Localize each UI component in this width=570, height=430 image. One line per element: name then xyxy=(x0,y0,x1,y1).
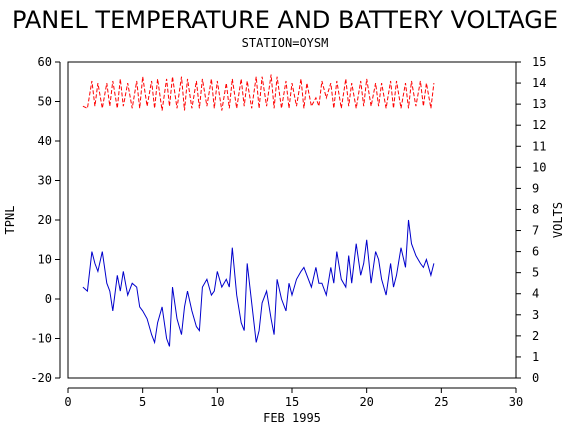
y-tick-label-right: 0 xyxy=(532,371,539,385)
axes-group: 0 5 10 15 20 25 30-20-100102030405060012345678… xyxy=(30,55,546,409)
x-tick-label: 30 xyxy=(509,395,523,409)
y-tick-label-right: 3 xyxy=(532,308,539,322)
series-group xyxy=(82,74,435,347)
series-line-tpnl xyxy=(82,219,435,347)
y-tick-label-left: 60 xyxy=(38,55,52,69)
y-tick-label-right: 8 xyxy=(532,202,539,216)
x-tick-label: 0 xyxy=(64,395,71,409)
y-tick-label-left: 10 xyxy=(38,253,52,267)
y-tick-label-right: 7 xyxy=(532,224,539,238)
y-tick-label-right: 13 xyxy=(532,97,546,111)
y-tick-label-right: 4 xyxy=(532,287,539,301)
x-tick-label: 20 xyxy=(359,395,373,409)
y-tick-label-left: -10 xyxy=(30,332,52,346)
y-tick-label-left: -20 xyxy=(30,371,52,385)
y-tick-label-right: 10 xyxy=(532,160,546,174)
y-tick-label-right: 6 xyxy=(532,245,539,259)
x-tick-label: 25 xyxy=(434,395,448,409)
chart-subtitle: STATION=OYSM xyxy=(242,36,329,50)
x-tick-label: 15 xyxy=(285,395,299,409)
x-tick-label: 5 xyxy=(139,395,146,409)
y-tick-label-right: 12 xyxy=(532,118,546,132)
y-tick-label-right: 2 xyxy=(532,329,539,343)
y-tick-label-left: 0 xyxy=(45,292,52,306)
y-tick-label-left: 40 xyxy=(38,134,52,148)
y-axis-title-left: TPNL xyxy=(3,206,17,235)
y-tick-label-left: 30 xyxy=(38,174,52,188)
y-tick-label-right: 11 xyxy=(532,139,546,153)
y-tick-label-right: 9 xyxy=(532,181,539,195)
x-axis-title: FEB 1995 xyxy=(263,411,321,425)
y-tick-label-right: 1 xyxy=(532,350,539,364)
y-tick-label-left: 50 xyxy=(38,95,52,109)
y-axis-title-right: VOLTS xyxy=(551,202,565,238)
x-tick-label: 10 xyxy=(210,395,224,409)
y-tick-label-right: 14 xyxy=(532,76,546,90)
y-tick-label-left: 20 xyxy=(38,213,52,227)
series-line-volts xyxy=(82,74,435,111)
y-tick-label-right: 15 xyxy=(532,55,546,69)
chart-title: PANEL TEMPERATURE AND BATTERY VOLTAGE xyxy=(12,6,558,34)
plot-frame xyxy=(67,61,517,379)
y-tick-label-right: 5 xyxy=(532,266,539,280)
